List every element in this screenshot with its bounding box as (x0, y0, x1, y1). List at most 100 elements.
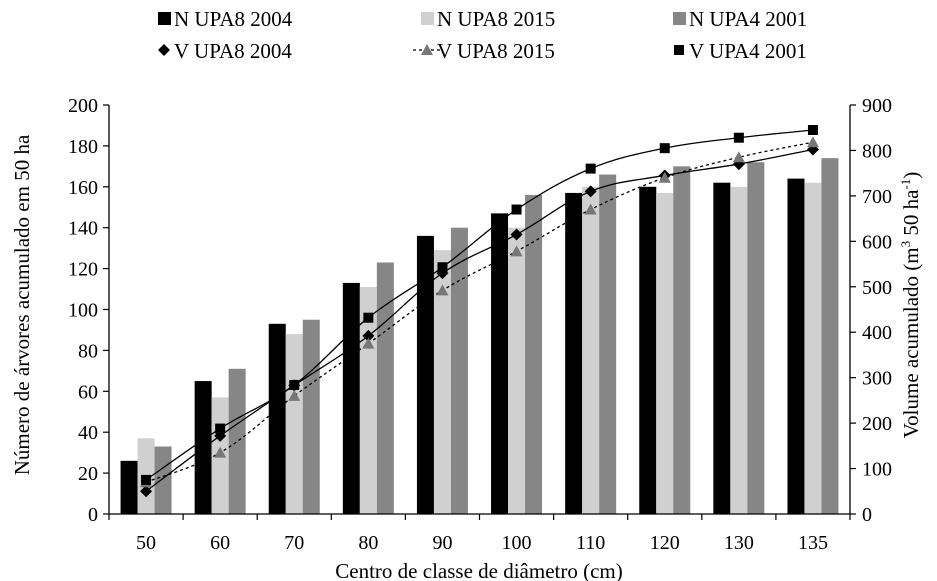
series-line (145, 129, 814, 481)
point-triangle (362, 337, 375, 349)
y-tick-label: 200 (68, 95, 98, 117)
y-tick-label: 20 (78, 463, 98, 485)
bar (508, 227, 526, 514)
y2-tick-label: 300 (862, 368, 892, 390)
bar (787, 178, 805, 514)
legend-label: N UPA8 2015 (437, 7, 555, 31)
bar (450, 227, 468, 514)
bar (821, 158, 839, 515)
axis-labels: Centro de classe de diâmetro (cm) Número… (10, 134, 923, 581)
bar (491, 213, 509, 514)
legend: N UPA8 2004 N UPA8 2015 N UPA4 2001 V UPA8 … (158, 7, 807, 63)
x-tick-label: 110 (576, 532, 605, 554)
x-tick-label: 50 (136, 532, 156, 554)
point-square (807, 124, 818, 135)
bar (656, 192, 674, 514)
series-line (145, 148, 814, 492)
line-series (141, 124, 818, 485)
y2-tick-label: 800 (862, 140, 892, 162)
point-diamond (584, 185, 597, 198)
point-square (289, 379, 300, 390)
point-square (437, 262, 448, 273)
point-triangle (806, 136, 819, 148)
y-tick-label: 60 (78, 381, 98, 403)
bar (565, 192, 583, 514)
bar (804, 182, 822, 514)
bar-series (154, 158, 839, 515)
y-tick-label: 180 (68, 136, 98, 158)
y-tick-label: 40 (78, 422, 98, 444)
x-tick-label: 60 (210, 532, 230, 554)
legend-label: V UPA8 2004 (174, 39, 292, 63)
bar (342, 282, 360, 514)
legend-item: N UPA4 2001 (673, 7, 807, 31)
legend-item: V UPA8 2015 (413, 39, 555, 63)
point-triangle (214, 446, 227, 458)
bar (228, 368, 246, 514)
x-tick-label: 135 (798, 532, 828, 554)
point-triangle (510, 245, 523, 257)
bar (302, 319, 320, 514)
y2-tick-label: 700 (862, 186, 892, 208)
bar-series (137, 182, 822, 515)
point-diamond (510, 228, 523, 241)
point-square (674, 45, 684, 55)
y-axis-title: Número de árvores acumulado em 50 ha (10, 134, 34, 475)
x-tick-label: 80 (358, 532, 378, 554)
y-tick-label: 140 (68, 218, 98, 240)
y-tick-label: 100 (68, 300, 98, 322)
legend-item: N UPA8 2015 (421, 7, 555, 31)
x-tick-label: 100 (502, 532, 532, 554)
bar (525, 194, 543, 515)
bar (154, 446, 172, 514)
point-square (215, 423, 226, 434)
axes: 0 20 40 60 80 100 120 140 160 180 200 0 100 200 300 400… (68, 95, 892, 554)
y-tick-label: 160 (68, 177, 98, 199)
point-triangle (436, 284, 449, 296)
y2-tick-label: 400 (862, 322, 892, 344)
y-tick-label: 120 (68, 259, 98, 281)
point-triangle (421, 44, 433, 55)
point-square (363, 312, 374, 323)
y-tick-label: 80 (78, 340, 98, 362)
y2-tick-label: 900 (862, 95, 892, 117)
point-triangle (584, 203, 597, 215)
bar (285, 334, 303, 514)
legend-item: V UPA8 2004 (158, 39, 292, 63)
x-axis-title: Centro de classe de diâmetro (cm) (335, 559, 622, 581)
point-triangle (288, 389, 301, 401)
point-square (511, 204, 522, 215)
volume-lines (140, 124, 819, 498)
bar (730, 186, 748, 515)
bar (639, 186, 657, 515)
bar (599, 174, 617, 514)
y-tick-label: 0 (88, 504, 98, 526)
point-diamond (140, 485, 153, 498)
x-tick-label: 120 (650, 532, 680, 554)
bar (433, 250, 451, 514)
point-triangle (658, 171, 671, 183)
legend-swatch (158, 12, 171, 25)
x-tick-label: 70 (284, 532, 304, 554)
point-diamond (158, 44, 170, 56)
legend-item: V UPA4 2001 (674, 39, 807, 63)
bar (359, 287, 377, 514)
legend-label: V UPA4 2001 (689, 39, 807, 63)
bar (673, 166, 691, 514)
legend-label: N UPA4 2001 (689, 7, 807, 31)
legend-swatch (673, 12, 686, 25)
bar (120, 460, 138, 514)
y2-tick-label: 500 (862, 277, 892, 299)
bar (713, 182, 731, 514)
point-diamond (362, 329, 375, 342)
bars (120, 158, 839, 515)
y2-tick-label: 600 (862, 231, 892, 253)
bar (747, 162, 765, 514)
y2-axis-title: Volume acumulado (m3 50 ha-1) (898, 172, 923, 439)
bar (376, 262, 394, 514)
y2-tick-label: 200 (862, 413, 892, 435)
bar-series (120, 178, 805, 515)
bar (416, 235, 434, 514)
legend-item: N UPA8 2004 (158, 7, 293, 31)
